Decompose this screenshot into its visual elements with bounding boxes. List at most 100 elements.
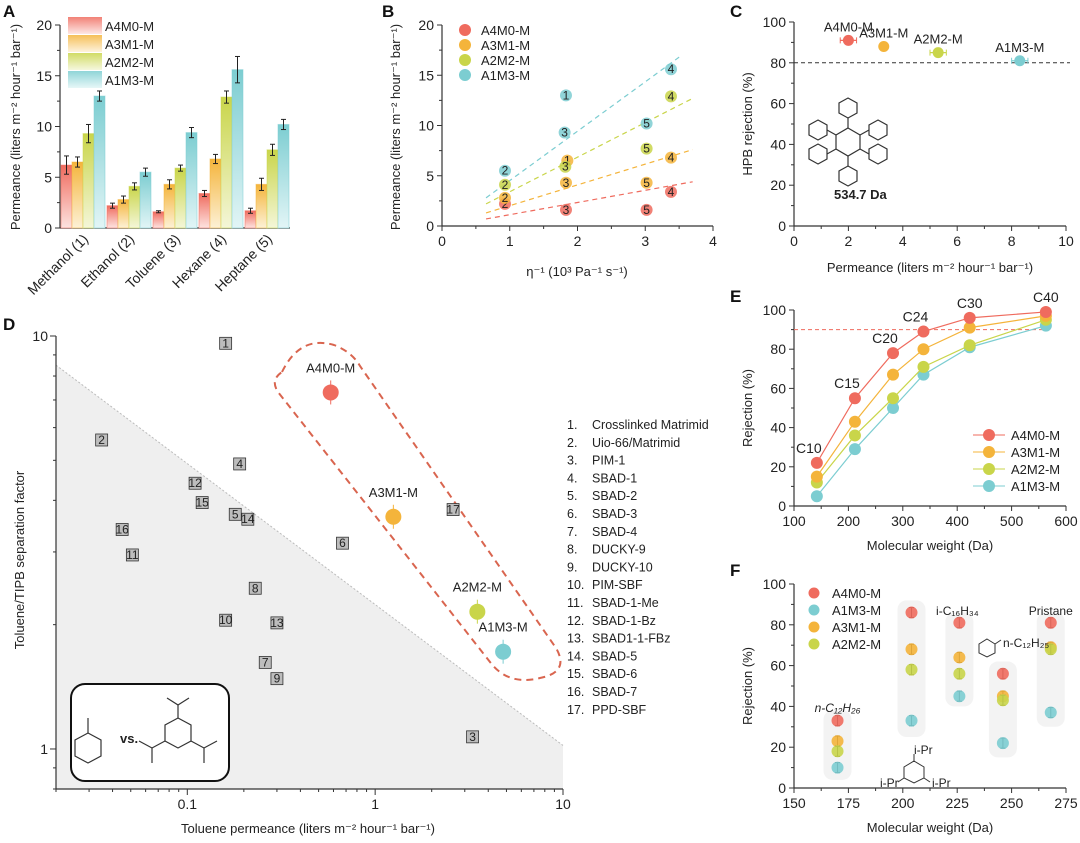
a-legend-swatch	[68, 17, 102, 34]
f-solute-highlight	[1036, 612, 1065, 727]
e-legend-label: A2M2-M	[1011, 462, 1060, 477]
f-point-a1m3-m	[996, 737, 1009, 750]
c-y-tick-label: 40	[770, 136, 786, 152]
f-legend-marker	[808, 604, 820, 616]
f-point-a1m3-m	[1044, 706, 1057, 719]
f-phenyl-annotation: n-C₁₂H₂₅	[1003, 636, 1049, 650]
e-point-a3m1-m	[917, 343, 930, 356]
f-point-a3m1-m	[953, 651, 966, 664]
bar-a4m0-m	[106, 205, 119, 229]
d-x-tick-label: 0.1	[178, 796, 198, 812]
f-x-tick-label: 200	[891, 795, 915, 811]
d-reference-list-name: SBAD-3	[592, 507, 637, 521]
f-legend-label: A3M1-M	[832, 620, 881, 635]
d-reference-list-name: PPD-SBF	[592, 703, 647, 717]
d-reference-marker	[233, 457, 247, 471]
f-ipr-annotation-left: i-Pr	[880, 776, 899, 790]
bar-a1m3-m	[185, 132, 198, 229]
b-point-label: 5	[643, 142, 650, 156]
b-y-tick-label: 10	[418, 118, 434, 134]
b-point-label: 2	[502, 164, 509, 178]
b-point-label: 4	[668, 89, 675, 103]
f-y-axis-title: Rejection (%)	[740, 647, 755, 725]
a-legend-label: A4M0-M	[105, 19, 154, 34]
d-reference-list-number: 6.	[567, 507, 577, 521]
bar-a2m2-m	[220, 96, 233, 229]
b-x-tick-label: 4	[709, 233, 717, 249]
b-point-a1m3-m	[664, 63, 677, 76]
e-point-a1m3-m	[810, 490, 823, 503]
b-point-label: 1	[563, 88, 570, 102]
e-point-a3m1-m	[810, 470, 823, 483]
d-reference-list-number: 10.	[567, 578, 584, 592]
d-reference-marker	[258, 656, 272, 669]
e-y-tick-label: 80	[770, 341, 786, 357]
b-fit-line-a1m3-m	[485, 56, 680, 199]
d-reference-list-name: SBAD-6	[592, 667, 637, 681]
d-reference-marker	[248, 581, 262, 595]
bar-a2m2-m	[128, 185, 141, 229]
d-reference-marker	[466, 730, 479, 744]
a-y-tick-label: 15	[36, 68, 52, 84]
d-reference-id: 4	[236, 457, 243, 471]
f-y-tick-label: 60	[770, 658, 786, 674]
e-x-axis-title: Molecular weight (Da)	[867, 538, 993, 553]
e-y-tick-label: 60	[770, 380, 786, 396]
f-point-a2m2-m	[905, 663, 918, 676]
b-point-a3m1-m	[559, 176, 572, 189]
d-reference-marker	[219, 613, 233, 627]
e-legend-marker	[983, 446, 995, 458]
e-x-tick-label: 300	[891, 513, 915, 529]
b-point-label: 5	[643, 176, 650, 190]
d-reference-list-name: DUCKY-9	[592, 543, 646, 557]
d-reference-list-number: 5.	[567, 489, 577, 503]
f-y-tick-label: 20	[770, 739, 786, 755]
d-reference-list-name: Crosslinked Matrimid	[592, 418, 709, 432]
a-legend-swatch	[68, 35, 102, 52]
d-reference-list-name: SBAD-5	[592, 649, 637, 663]
d-reference-id: 9	[274, 672, 281, 686]
panel-d-reference-list: 1. Crosslinked Matrimid 2. Uio-66/Matrimid 3…	[567, 418, 709, 717]
b-point-label: 2	[502, 178, 509, 192]
d-inset-vs-label: vs.	[120, 731, 138, 746]
e-y-axis-title: Rejection (%)	[740, 369, 755, 447]
d-point-a2m2-m	[469, 603, 486, 620]
e-legend-label: A4M0-M	[1011, 428, 1060, 443]
f-point-a4m0-m	[831, 714, 844, 727]
b-point-a1m3-m	[499, 164, 512, 177]
d-reference-list-name: SBAD-1-Me	[592, 596, 659, 610]
toluene-molecule-icon	[74, 718, 102, 764]
d-this-work-envelope	[273, 341, 562, 681]
panel-letter-f: F	[730, 561, 740, 580]
c-point-a2m2-m	[932, 47, 944, 59]
d-toluene-vs-tipb-inset: vs.	[70, 683, 230, 782]
e-y-tick-label: 20	[770, 459, 786, 475]
b-point-a4m0-m	[640, 203, 653, 216]
d-reference-marker	[219, 336, 233, 350]
d-reference-list-number: 12.	[567, 614, 584, 628]
d-point-a3m1-m	[385, 508, 402, 525]
d-point-label: A3M1-M	[369, 485, 418, 500]
b-x-tick-label: 3	[641, 233, 649, 249]
d-reference-list-name: SBAD-1	[592, 471, 637, 485]
b-point-label: 4	[668, 151, 675, 165]
f-point-a4m0-m	[953, 616, 966, 629]
b-y-tick-label: 0	[426, 218, 434, 234]
b-x-tick-label: 0	[438, 233, 446, 249]
d-reference-marker	[125, 548, 139, 562]
d-reference-list-number: 16.	[567, 685, 584, 699]
e-x-tick-label: 100	[782, 513, 806, 529]
a-y-tick-label: 0	[44, 220, 52, 236]
tipb-molecule-icon	[897, 754, 931, 784]
b-point-a1m3-m	[640, 117, 653, 130]
d-reference-list-number: 3.	[567, 454, 577, 468]
d-reference-marker	[195, 496, 209, 509]
d-reference-id: 10	[219, 613, 233, 627]
d-reference-list-number: 13.	[567, 632, 584, 646]
d-reference-id: 16	[115, 522, 129, 536]
e-point-a3m1-m	[887, 368, 900, 381]
e-line-a3m1-m	[816, 315, 1046, 477]
e-y-tick-label: 100	[763, 302, 787, 318]
c-x-tick-label: 4	[899, 233, 907, 249]
d-reference-id: 15	[195, 496, 209, 510]
